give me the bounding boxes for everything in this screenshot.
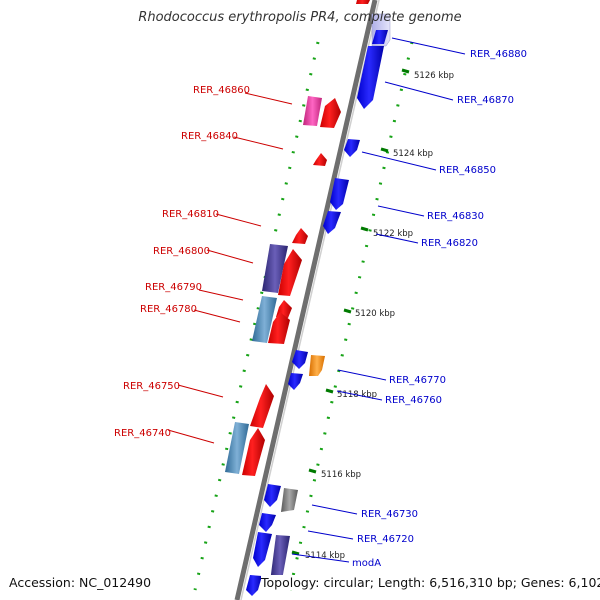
gene-RER_46880[interactable]: RER_46880 — [371, 13, 527, 60]
ruler-tick-5126: 5126 kbp — [401, 68, 454, 81]
gene-label: RER_46880 — [470, 49, 527, 60]
gene-label: RER_46740 — [114, 428, 171, 439]
gene-label: RER_46800 — [153, 246, 210, 257]
gene-label: RER_46790 — [145, 282, 202, 293]
gene-label: RER_46830 — [427, 211, 484, 222]
gene-RER_46730[interactable]: RER_46730 — [264, 484, 418, 520]
gene-RER_46840[interactable]: RER_46840 — [181, 131, 327, 166]
tick-label: 5126 kbp — [414, 71, 454, 81]
ruler-tick-5114: 5114 kbp — [291, 550, 345, 561]
tick-label: 5120 kbp — [355, 309, 395, 319]
genome-backbone — [234, 0, 378, 600]
gene-label: RER_46750 — [123, 381, 180, 392]
gene-modA[interactable]: modA — [246, 535, 381, 596]
gene-RER_46860[interactable]: RER_46860 — [193, 0, 370, 128]
gene-RER_46780[interactable]: RER_46780 — [140, 296, 290, 344]
gene-label: RER_46820 — [421, 238, 478, 249]
tick-label: 5116 kbp — [321, 470, 361, 480]
ruler-tick-5116: 5116 kbp — [308, 468, 361, 480]
ruler-tick-5122: 5122 kbp — [360, 226, 413, 239]
tick-label: 5124 kbp — [393, 149, 433, 159]
gene-label: RER_46780 — [140, 304, 197, 315]
gene-RER_46800[interactable]: RER_46800 — [153, 244, 302, 296]
gene-label: RER_46810 — [162, 209, 219, 220]
gene-label: RER_46730 — [361, 509, 418, 520]
genome-summary-text: Topology: circular; Length: 6,516,310 bp… — [261, 575, 600, 590]
gene-RER_46870[interactable]: RER_46870 — [357, 46, 514, 109]
gene-label: RER_46840 — [181, 131, 238, 142]
gene-RER_46720[interactable]: RER_46720 — [253, 513, 414, 567]
gene-RER_46850[interactable]: RER_46850 — [344, 139, 496, 176]
ruler-tick-5118: 5118 kbp — [325, 388, 377, 400]
tick-label: 5122 kbp — [373, 229, 413, 239]
accession-text: Accession: NC_012490 — [9, 575, 152, 590]
gene-label: RER_46870 — [457, 95, 514, 106]
gene-RER_46760[interactable]: RER_46760 — [336, 390, 442, 406]
gene-RER_46810[interactable]: RER_46810 — [162, 209, 308, 244]
gene-RER_46740[interactable]: RER_46740 — [114, 422, 265, 476]
ruler-tick-5120: 5120 kbp — [343, 308, 395, 319]
gene-RER_46750[interactable]: RER_46750 — [123, 381, 274, 428]
tick-label: 5114 kbp — [305, 551, 345, 561]
gene-label: RER_46850 — [439, 165, 496, 176]
gene-label: RER_46770 — [389, 375, 446, 386]
ruler-tick-5124: 5124 kbp — [380, 147, 433, 159]
gene-RER_46820[interactable]: RER_46820 — [375, 233, 478, 249]
gene-label: modA — [352, 558, 381, 569]
gene-label: RER_46760 — [385, 395, 442, 406]
gene-RER_46830[interactable]: RER_46830 — [323, 178, 484, 234]
gene-RER_46770[interactable]: RER_46770 — [288, 350, 446, 390]
genome-title: Rhodococcus erythropolis PR4, complete g… — [138, 10, 462, 25]
gene-label: RER_46720 — [357, 534, 414, 545]
gene-label: RER_46860 — [193, 85, 250, 96]
